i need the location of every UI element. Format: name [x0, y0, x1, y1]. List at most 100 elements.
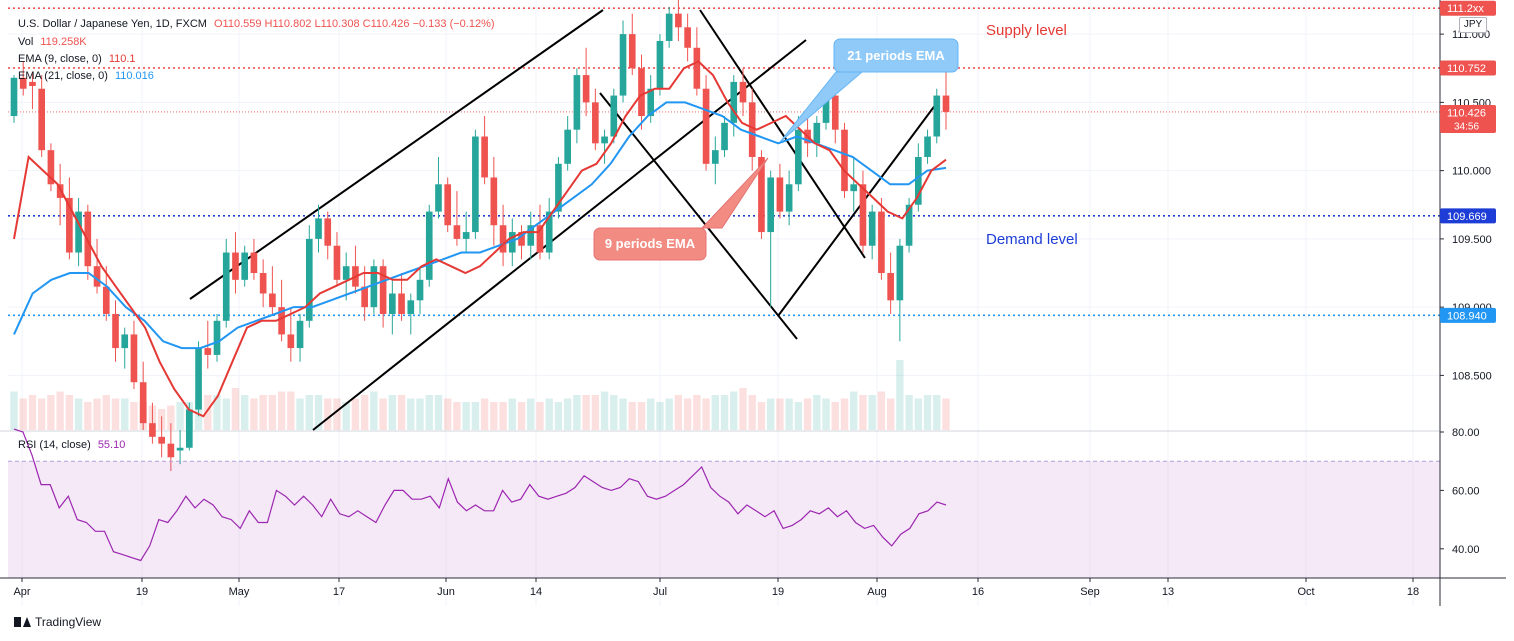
- volume-bar-86: [803, 398, 812, 430]
- ema21-callout-text: 21 periods EMA: [847, 48, 945, 63]
- ema21-legend[interactable]: EMA (21, close, 0) 110.016: [18, 70, 154, 82]
- volume-bar-43: [407, 398, 415, 430]
- candle-body-59: [555, 163, 562, 212]
- volume-bar-72: [674, 395, 683, 430]
- volume-bar-2: [28, 395, 37, 430]
- volume-bar-99: [923, 395, 932, 430]
- x-tick-label-8: Aug: [867, 586, 887, 598]
- candle-body-45: [425, 211, 433, 280]
- candle-body-64: [601, 136, 608, 144]
- volume-bar-57: [536, 402, 544, 430]
- volume-bar-95: [886, 398, 895, 430]
- x-tick-label-3: 17: [333, 586, 345, 598]
- x-tick-label-9: 16: [972, 586, 984, 598]
- demand-level-label: Demand level: [986, 231, 1078, 248]
- price-label-text-0: 111.2xx: [1447, 3, 1484, 15]
- volume-bar-29: [277, 391, 286, 430]
- x-tick-label-7: 19: [772, 586, 784, 598]
- currency-badge[interactable]: JPY: [1459, 17, 1487, 33]
- volume-bar-12: [121, 398, 129, 430]
- volume-bar-11: [111, 398, 120, 430]
- price-label-countdown: 34:56: [1454, 121, 1479, 132]
- candle-body-6: [66, 197, 73, 253]
- candle-body-19: [186, 409, 193, 448]
- volume-bar-7: [74, 398, 83, 430]
- price-label-text-4: 108.940: [1447, 310, 1487, 322]
- volume-bar-90: [840, 398, 849, 430]
- volume-bar-68: [637, 402, 646, 430]
- trendline-0: [189, 9, 604, 300]
- candle-body-49: [462, 232, 470, 239]
- rsi-tick-label-2: 40.00: [1452, 544, 1480, 556]
- candle-body-42: [398, 293, 405, 314]
- candle-body-1: [19, 77, 27, 89]
- volume-bar-42: [397, 395, 406, 430]
- candle-body-85: [795, 129, 802, 185]
- volume-bar-80: [748, 395, 756, 430]
- volume-bar-41: [388, 395, 397, 430]
- x-tick-label-10: Sep: [1080, 586, 1100, 598]
- volume-bar-17: [167, 405, 175, 430]
- volume-bar-13: [130, 402, 138, 430]
- candle-body-92: [859, 184, 867, 246]
- candle-body-48: [453, 225, 461, 239]
- x-tick-label-6: Jul: [653, 586, 667, 598]
- ema9-value: 110.1: [108, 53, 136, 65]
- ema21-label: EMA (21, close, 0): [18, 70, 108, 82]
- rsi-legend[interactable]: RSI (14, close) 55.10: [18, 439, 125, 451]
- candle-body-53: [499, 225, 507, 253]
- ohlc-values: O110.559 H110.802 L110.308 C110.426 −0.1…: [214, 18, 495, 30]
- candle-body-71: [665, 13, 673, 41]
- volume-bar-46: [434, 395, 443, 430]
- x-tick-label-0: Apr: [13, 586, 30, 598]
- volume-bar-53: [499, 402, 507, 430]
- volume-bar-56: [527, 398, 535, 430]
- tradingview-brand[interactable]: TradingView: [14, 615, 101, 629]
- volume-bar-78: [730, 391, 738, 430]
- ema9-line: [13, 60, 947, 418]
- volume-bar-38: [360, 395, 369, 430]
- candle-body-69: [647, 88, 655, 117]
- ema21-value: 110.016: [114, 70, 154, 82]
- candle-body-2: [29, 81, 36, 86]
- candle-body-9: [93, 266, 101, 287]
- candle-body-82: [767, 177, 774, 233]
- candle-body-47: [444, 184, 452, 226]
- volume-bar-23: [222, 398, 230, 430]
- candle-body-80: [748, 102, 756, 157]
- volume-bar-22: [213, 395, 221, 430]
- candle-body-70: [656, 40, 664, 89]
- x-tick-label-2: May: [229, 586, 250, 598]
- volume-bar-25: [241, 395, 249, 430]
- candle-body-21: [204, 348, 212, 355]
- volume-label: Vol: [18, 36, 34, 48]
- volume-bar-76: [711, 395, 719, 430]
- trendline-2: [599, 92, 798, 340]
- volume-bar-63: [591, 395, 600, 430]
- candle-body-50: [472, 136, 479, 233]
- candle-body-60: [564, 129, 571, 164]
- volume-bar-59: [554, 402, 563, 430]
- price-label-text-1: 110.752: [1447, 63, 1486, 75]
- volume-bar-93: [868, 395, 876, 430]
- candle-body-22: [213, 320, 221, 355]
- candle-body-93: [868, 211, 876, 246]
- ema21-callout-pointer: [779, 71, 864, 143]
- candle-body-84: [785, 184, 793, 212]
- candle-body-28: [269, 293, 276, 308]
- volume-bar-48: [453, 402, 461, 430]
- volume-legend[interactable]: Vol 119.258K: [18, 36, 87, 48]
- candle-body-27: [259, 273, 267, 294]
- candle-body-73: [684, 27, 691, 48]
- price-label-text-3: 109.669: [1447, 211, 1487, 223]
- ema9-legend[interactable]: EMA (9, close, 0) 110.1: [18, 53, 136, 65]
- volume-value: 119.258K: [40, 36, 87, 48]
- symbol-legend[interactable]: U.S. Dollar / Japanese Yen, 1D, FXCM O11…: [18, 18, 495, 30]
- volume-bar-87: [813, 395, 821, 430]
- trendline-3: [699, 9, 866, 259]
- axes[interactable]: 111.000110.500110.000109.500109.000108.5…: [0, 0, 1506, 606]
- volume-bar-26: [250, 398, 258, 430]
- volume-bar-28: [268, 395, 277, 430]
- volume-bar-27: [259, 395, 267, 430]
- volume-bar-4: [47, 395, 55, 430]
